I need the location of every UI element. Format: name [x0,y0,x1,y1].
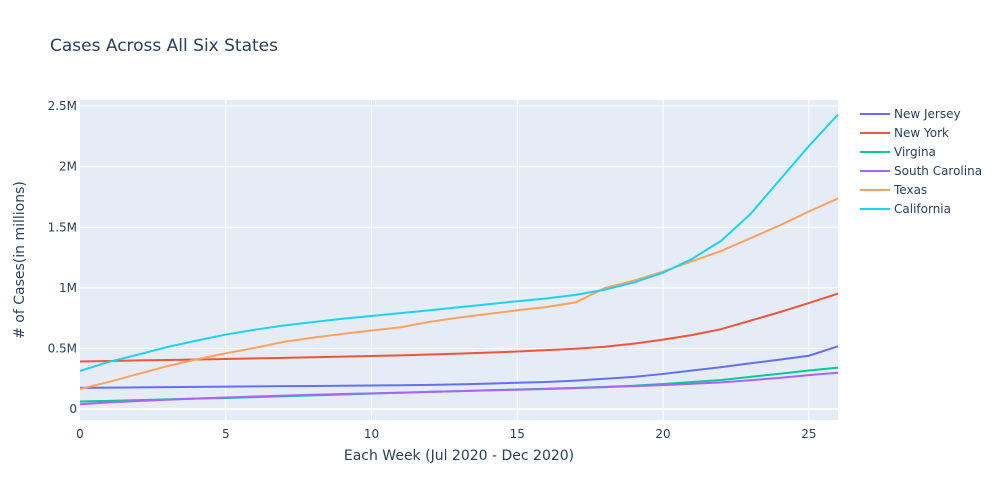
legend-label: Texas [893,183,927,197]
series-line-new-york [79,292,839,363]
legend-label: Virgina [894,145,936,159]
x-axis-ticks: 0 5 10 15 20 25 [76,427,816,441]
y-tick-label: 0.5M [48,341,77,355]
legend-label: California [894,202,951,216]
y-tick-label: 2.5M [48,99,77,113]
legend-item-texas[interactable]: Texas [860,183,927,197]
series-line-california [79,113,839,372]
legend-label: New Jersey [894,107,961,121]
x-tick-label: 15 [510,427,525,441]
legend-item-california[interactable]: California [860,202,951,216]
y-axis-ticks: 0 0.5M 1M 1.5M 2M 2.5M [48,99,77,416]
x-tick-label: 10 [364,427,379,441]
y-tick-label: 2M [59,160,77,174]
legend-item-new-york[interactable]: New York [860,126,949,140]
grid [80,100,838,420]
x-tick-label: 0 [76,427,84,441]
legend-item-new-jersey[interactable]: New Jersey [860,107,961,121]
y-tick-label: 1.5M [48,220,77,234]
x-tick-label: 5 [222,427,230,441]
legend[interactable]: New Jersey New York Virgina South Carolina T… [860,107,982,216]
legend-label: New York [894,126,949,140]
legend-label: South Carolina [894,164,982,178]
series-line-new-jersey [79,345,839,389]
plot-background [80,100,838,420]
series-line-south-carolina [79,371,839,406]
x-tick-label: 25 [801,427,816,441]
legend-item-virgina[interactable]: Virgina [860,145,936,159]
y-tick-label: 1M [59,281,77,295]
y-tick-label: 0 [69,402,77,416]
series-lines [79,113,839,406]
series-line-texas [79,197,839,391]
x-axis-label: Each Week (Jul 2020 - Dec 2020) [344,448,574,464]
x-tick-label: 20 [655,427,670,441]
y-axis-label: # of Cases(in millions) [12,181,28,339]
chart-title: Cases Across All Six States [50,36,278,56]
legend-item-south-carolina[interactable]: South Carolina [860,164,982,178]
